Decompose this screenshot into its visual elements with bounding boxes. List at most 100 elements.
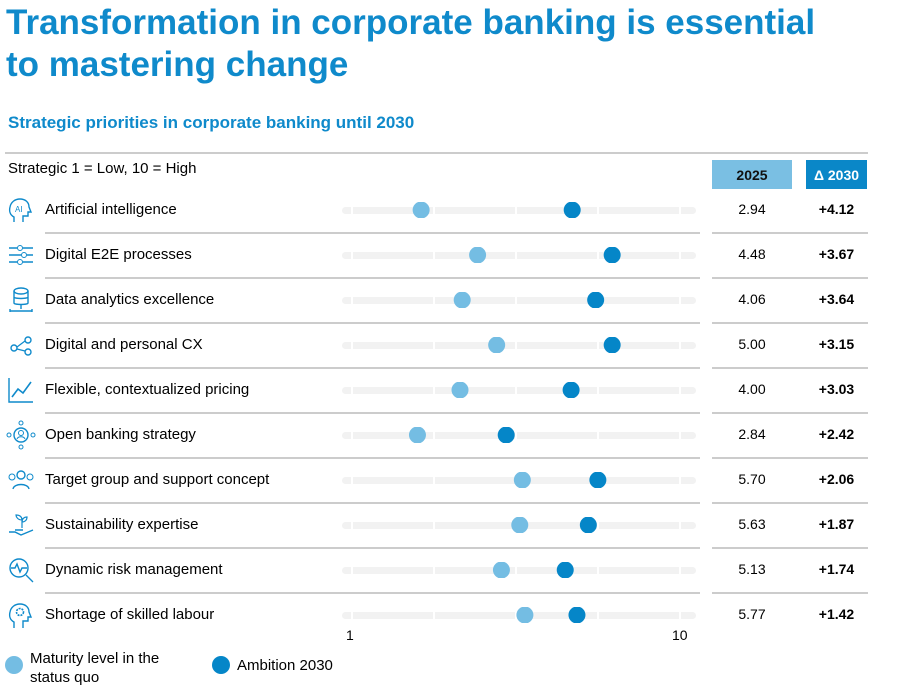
track-gap	[679, 341, 681, 350]
row-label: Artificial intelligence	[45, 201, 177, 218]
row-divider	[712, 322, 868, 324]
row-divider	[712, 277, 868, 279]
page-title: Transformation in corporate banking is e…	[6, 2, 900, 86]
track-gap	[351, 431, 353, 440]
row-divider	[45, 547, 700, 549]
track-gap	[433, 521, 435, 530]
row-track	[342, 292, 696, 308]
track-gap	[351, 251, 353, 260]
maturity-dot	[412, 202, 430, 218]
track-gap	[679, 566, 681, 575]
ambition-dot	[603, 247, 621, 263]
track-gap	[351, 521, 353, 530]
row-label: Digital and personal CX	[45, 336, 203, 353]
plant-hand-icon	[9, 514, 34, 536]
ambition-dot	[603, 337, 621, 353]
track-gap	[597, 566, 599, 575]
maturity-dot	[488, 337, 506, 353]
row-track	[342, 517, 696, 533]
row-label: Shortage of skilled labour	[45, 606, 215, 623]
ambition-dot	[579, 517, 597, 533]
row-divider	[45, 592, 700, 594]
track-gap	[433, 341, 435, 350]
track-gap	[515, 251, 517, 260]
track-gap	[679, 431, 681, 440]
track-gap	[351, 386, 353, 395]
value-2025: 5.77	[738, 606, 766, 622]
axis-tick-label: 10	[672, 627, 688, 643]
divider	[5, 152, 868, 154]
track-bar	[342, 567, 696, 574]
legend-label-ambition: Ambition 2030	[237, 657, 333, 674]
legend-marker-ambition	[212, 656, 230, 674]
value-2025: 2.84	[738, 426, 766, 442]
maturity-dot	[511, 517, 529, 533]
value-delta-2030: +4.12	[818, 201, 855, 217]
title-line-1: Transformation in corporate banking is e…	[6, 3, 816, 42]
ambition-dot	[587, 292, 605, 308]
row-label: Digital E2E processes	[45, 246, 192, 263]
row-label: Dynamic risk management	[45, 561, 223, 578]
ambition-dot	[556, 562, 574, 578]
row-track	[342, 472, 696, 488]
track-gap	[433, 566, 435, 575]
ambition-dot	[562, 382, 580, 398]
track-gap	[597, 386, 599, 395]
row-divider	[45, 232, 700, 234]
maturity-dot	[469, 247, 487, 263]
legend-marker-maturity	[5, 656, 23, 674]
value-2025: 4.48	[738, 246, 766, 262]
column-header-2025: 2025	[712, 160, 792, 189]
row-divider	[712, 502, 868, 504]
track-gap	[433, 611, 435, 620]
row-track	[342, 427, 696, 443]
scale-note: Strategic 1 = Low, 10 = High	[8, 160, 197, 177]
row-divider	[45, 502, 700, 504]
track-gap	[679, 206, 681, 215]
row-label: Target group and support concept	[45, 471, 270, 488]
network-icon	[10, 336, 32, 356]
value-delta-2030: +3.15	[818, 336, 855, 352]
risk-magnifier-icon	[9, 558, 34, 583]
process-flow-icon	[9, 245, 33, 265]
value-delta-2030: +1.74	[818, 561, 855, 577]
maturity-dot	[492, 562, 510, 578]
track-gap	[351, 296, 353, 305]
row-divider	[45, 322, 700, 324]
track-gap	[433, 251, 435, 260]
track-gap	[515, 296, 517, 305]
track-bar	[342, 342, 696, 349]
track-bar	[342, 432, 696, 439]
track-bar	[342, 297, 696, 304]
row-track	[342, 382, 696, 398]
track-gap	[515, 431, 517, 440]
ambition-dot	[497, 427, 515, 443]
value-2025: 5.13	[738, 561, 766, 577]
row-track	[342, 562, 696, 578]
database-icon	[9, 287, 33, 312]
track-gap	[515, 386, 517, 395]
value-delta-2030: +1.87	[818, 516, 855, 532]
row-track	[342, 337, 696, 353]
track-gap	[515, 611, 517, 620]
maturity-dot	[408, 427, 426, 443]
track-gap	[433, 431, 435, 440]
svg-text:AI: AI	[15, 205, 23, 214]
value-2025: 5.70	[738, 471, 766, 487]
track-gap	[679, 386, 681, 395]
ambition-dot	[563, 202, 581, 218]
track-gap	[351, 341, 353, 350]
track-gap	[597, 341, 599, 350]
track-bar	[342, 252, 696, 259]
track-gap	[351, 611, 353, 620]
row-divider	[712, 412, 868, 414]
maturity-dot	[516, 607, 534, 623]
value-delta-2030: +3.64	[818, 291, 855, 307]
value-delta-2030: +3.03	[818, 381, 855, 397]
row-divider	[712, 457, 868, 459]
axis-tick-label: 1	[346, 627, 354, 643]
track-gap	[351, 476, 353, 485]
track-bar	[342, 207, 696, 214]
maturity-dot	[451, 382, 469, 398]
ambition-dot	[589, 472, 607, 488]
